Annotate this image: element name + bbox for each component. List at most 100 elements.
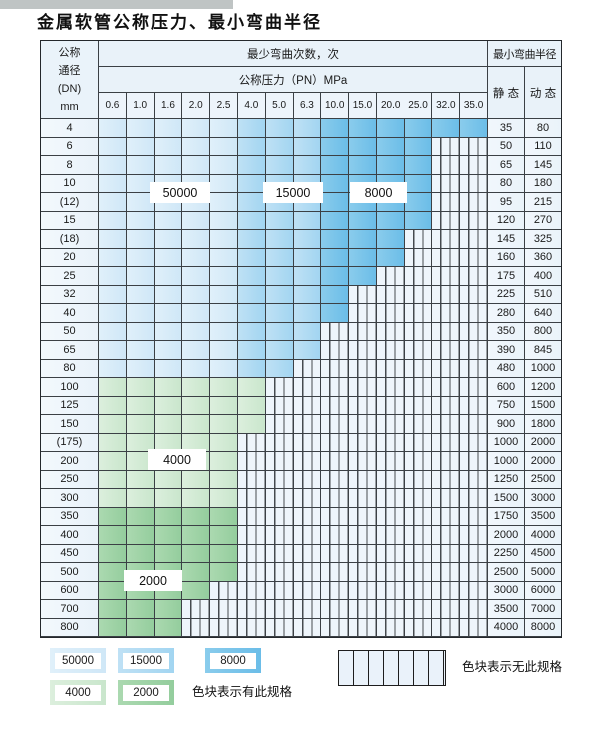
spec-available-cell xyxy=(210,174,238,193)
spec-available-cell xyxy=(126,359,155,378)
spec-available-cell xyxy=(237,359,266,378)
static-radius-value: 145 xyxy=(488,230,525,249)
dn-cell: 65 xyxy=(41,341,99,360)
spec-available-cell xyxy=(349,137,377,156)
spec-unavailable-cell xyxy=(265,470,294,489)
spec-available-cell xyxy=(321,304,350,323)
static-radius-value: 1500 xyxy=(488,489,525,508)
spec-unavailable-cell xyxy=(265,544,294,563)
spec-available-cell xyxy=(99,267,127,286)
spec-available-cell xyxy=(321,285,350,304)
spec-available-cell xyxy=(154,415,183,434)
spec-available-cell xyxy=(404,193,433,212)
spec-available-cell xyxy=(154,156,183,175)
dynamic-radius-value: 6000 xyxy=(525,581,561,600)
spec-unavailable-cell xyxy=(237,563,266,582)
dn-cell: 6 xyxy=(41,137,99,156)
spec-available-cell xyxy=(99,526,127,545)
spec-unavailable-cell xyxy=(349,600,377,619)
spec-unavailable-cell xyxy=(432,489,461,508)
spec-unavailable-cell xyxy=(432,230,461,249)
spec-available-cell xyxy=(99,137,127,156)
spec-unavailable-cell xyxy=(210,618,238,637)
legend-swatch-label: 8000 xyxy=(210,652,256,669)
spec-unavailable-cell xyxy=(404,285,433,304)
spec-available-cell xyxy=(265,285,294,304)
spec-available-cell xyxy=(210,304,238,323)
spec-available-cell xyxy=(182,507,211,526)
spec-unavailable-cell xyxy=(460,137,488,156)
spec-unavailable-cell xyxy=(432,378,461,397)
spec-available-cell xyxy=(432,119,461,138)
static-radius-value: 1750 xyxy=(488,507,525,526)
spec-unavailable-cell xyxy=(321,341,350,360)
legend-swatch-15000: 15000 xyxy=(118,648,174,673)
spec-available-cell xyxy=(376,156,405,175)
spec-available-cell xyxy=(349,156,377,175)
spec-unavailable-cell xyxy=(460,396,488,415)
static-radius-value: 750 xyxy=(488,396,525,415)
static-radius-value: 1000 xyxy=(488,433,525,452)
dn-header-line: mm xyxy=(60,100,79,113)
radius-header: 最小弯曲半径 xyxy=(488,41,561,67)
cycles-label-2000: 2000 xyxy=(124,570,182,591)
spec-available-cell xyxy=(265,304,294,323)
scan-artifact-strip xyxy=(0,0,233,9)
spec-available-cell xyxy=(99,544,127,563)
dn-cell: 300 xyxy=(41,489,99,508)
spec-available-cell xyxy=(99,452,127,471)
spec-available-cell xyxy=(210,489,238,508)
spec-unavailable-cell xyxy=(404,433,433,452)
spec-available-cell xyxy=(237,304,266,323)
spec-unavailable-cell xyxy=(349,341,377,360)
spec-unavailable-cell xyxy=(321,452,350,471)
spec-unavailable-cell xyxy=(376,470,405,489)
spec-available-cell xyxy=(182,304,211,323)
spec-unavailable-cell xyxy=(265,507,294,526)
spec-available-cell xyxy=(182,544,211,563)
spec-available-cell xyxy=(154,489,183,508)
spec-unavailable-cell xyxy=(432,304,461,323)
spec-unavailable-cell xyxy=(237,600,266,619)
spec-unavailable-cell xyxy=(349,378,377,397)
spec-unavailable-cell xyxy=(432,470,461,489)
dynamic-radius-value: 4500 xyxy=(525,544,561,563)
spec-available-cell xyxy=(126,137,155,156)
dn-header-line: 公称 xyxy=(58,46,81,59)
static-radius-value: 3000 xyxy=(488,581,525,600)
spec-unavailable-cell xyxy=(460,341,488,360)
spec-available-cell xyxy=(265,230,294,249)
spec-unavailable-cell xyxy=(404,248,433,267)
spec-unavailable-cell xyxy=(376,452,405,471)
spec-unavailable-cell xyxy=(376,415,405,434)
spec-unavailable-cell xyxy=(349,433,377,452)
spec-available-cell xyxy=(293,248,322,267)
spec-available-cell xyxy=(126,600,155,619)
spec-unavailable-cell xyxy=(321,396,350,415)
cycles-label-4000: 4000 xyxy=(148,449,206,470)
spec-available-cell xyxy=(126,378,155,397)
dn-cell: 450 xyxy=(41,544,99,563)
static-radius-value: 80 xyxy=(488,174,525,193)
spec-available-cell xyxy=(126,230,155,249)
spec-available-cell xyxy=(99,193,127,212)
spec-unavailable-cell xyxy=(237,544,266,563)
spec-available-cell xyxy=(182,322,211,341)
spec-available-cell xyxy=(210,378,238,397)
spec-unavailable-cell xyxy=(460,378,488,397)
spec-unavailable-cell xyxy=(293,359,322,378)
spec-unavailable-cell xyxy=(460,267,488,286)
spec-unavailable-cell xyxy=(432,248,461,267)
spec-available-cell xyxy=(376,230,405,249)
spec-unavailable-cell xyxy=(376,507,405,526)
spec-unavailable-cell xyxy=(349,544,377,563)
dn-cell: (12) xyxy=(41,193,99,212)
spec-unavailable-cell xyxy=(376,378,405,397)
static-radius-value: 35 xyxy=(488,119,525,138)
dn-cell: 50 xyxy=(41,322,99,341)
spec-available-cell xyxy=(376,211,405,230)
legend-no-spec-text: 色块表示无此规格 xyxy=(462,660,563,674)
spec-available-cell xyxy=(182,248,211,267)
dn-header-line: (DN) xyxy=(57,82,82,95)
